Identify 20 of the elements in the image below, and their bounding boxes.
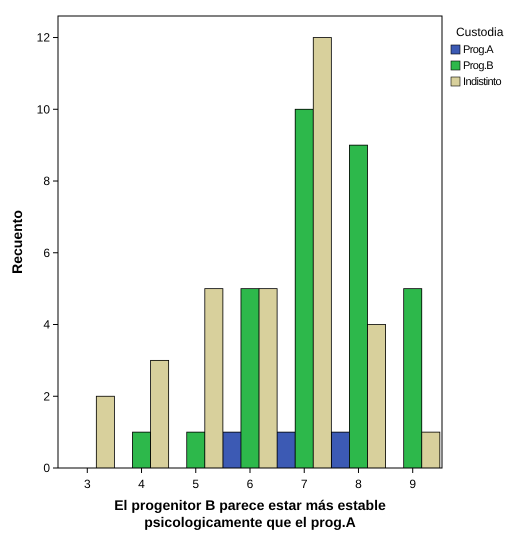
y-tick-label: 0 [43,461,50,476]
y-tick-label: 8 [43,174,50,188]
x-tick-label: 6 [246,477,254,491]
x-tick-label: 8 [355,477,362,491]
y-tick-label: 12 [36,30,50,45]
y-axis-title: Recuento [9,210,25,274]
x-tick-label: 3 [84,477,91,491]
x-tick-label: 5 [192,477,200,491]
legend-label: Prog.B [463,60,494,72]
y-tick-label: 6 [43,246,50,260]
y-tick-label: 2 [43,389,50,404]
x-axis-title: El progenitor B parece estar más estable psicologicamente que el prog.A [114,497,386,530]
x-tick-label: 4 [138,477,146,491]
y-tick-label: 10 [36,102,50,116]
y-tick-label: 4 [43,318,50,332]
legend-title: Custodia [456,25,504,39]
x-tick-label: 7 [300,477,308,491]
legend-label: Indistinto [463,76,502,88]
legend-label: Prog.A [463,44,494,56]
x-tick-label: 9 [409,477,416,491]
